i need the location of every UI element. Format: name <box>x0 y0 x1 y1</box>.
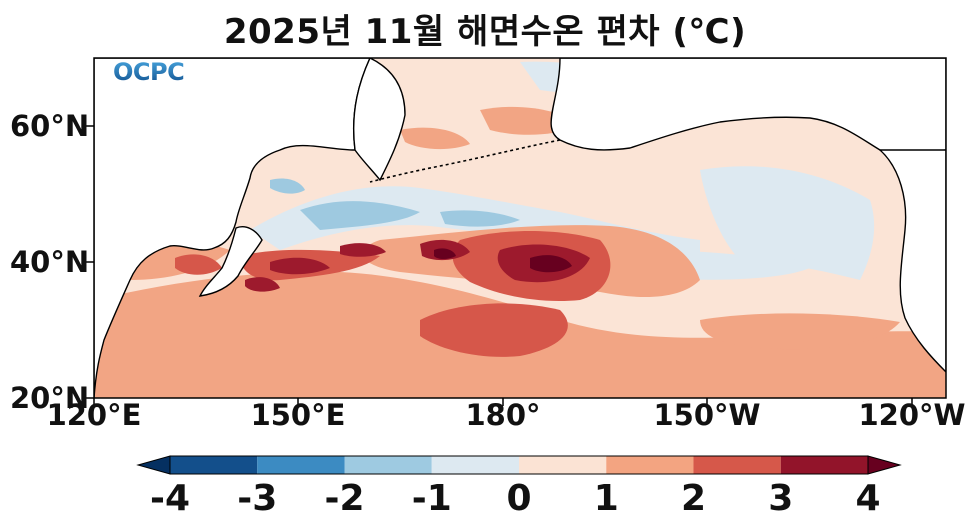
colorbar-tick-label: -4 <box>150 478 190 519</box>
colorbar-tick-label: 0 <box>506 478 532 519</box>
warm-anomaly-zone <box>400 127 470 150</box>
extreme-warm-zone <box>434 248 456 259</box>
cold-anomaly-zone <box>270 178 305 194</box>
japan-islands <box>198 226 263 297</box>
colorbar-frame <box>169 455 869 475</box>
map-frame <box>93 57 947 399</box>
colorbar-segment <box>431 456 519 474</box>
lat-label-20n: 20°N <box>10 381 90 415</box>
extreme-warm-zone <box>530 255 572 273</box>
lat-label-60n: 60°N <box>10 109 90 143</box>
strong-warm-zone <box>420 303 568 357</box>
strong-warm-zone <box>175 254 222 275</box>
colorbar-segment <box>606 456 694 474</box>
colorbar-segment <box>257 456 345 474</box>
colorbar-segment <box>344 456 432 474</box>
colorbar-segment <box>170 456 258 474</box>
lon-label-180: 180° <box>465 398 541 432</box>
lat-label-40n: 40°N <box>10 245 90 279</box>
map-title: 2025년 11월 해면수온 편차 (℃) <box>223 12 747 52</box>
colorbar-tick-label: -1 <box>411 478 452 519</box>
lon-label-120w: 120°W <box>858 398 966 432</box>
cool-anomaly-zone <box>700 166 875 280</box>
colorbar-tick-label: -3 <box>237 478 278 519</box>
lon-label-150e: 150°E <box>250 398 346 432</box>
colorbar-tick-label: 3 <box>768 478 794 519</box>
lon-label-150w: 150°W <box>653 398 761 432</box>
north-america-landmass <box>878 149 946 373</box>
colorbar-extend-low <box>136 455 171 475</box>
colorbar-tick-label: 2 <box>680 478 707 519</box>
colorbar-segment <box>519 456 607 474</box>
very-warm-zone <box>340 243 386 257</box>
colorbar-segment <box>780 456 868 474</box>
colorbar-extend-high <box>867 455 902 475</box>
very-warm-zone <box>245 277 280 292</box>
kamchatka-landmass <box>352 58 406 182</box>
ocpc-logo-graphic: OCPC <box>113 58 185 86</box>
colorbar-segment <box>693 456 781 474</box>
ocpc-logo: OCPC <box>113 58 195 92</box>
very-warm-zone <box>270 257 330 275</box>
aleutian-islands <box>369 139 561 183</box>
asia-landmass <box>94 58 371 398</box>
colorbar-tick-label: 1 <box>593 478 619 519</box>
colorbar-tick-label: -2 <box>324 478 365 519</box>
cold-anomaly-zone <box>440 210 520 227</box>
svg-text:OCPC: OCPC <box>113 58 184 86</box>
warm-anomaly-zone <box>700 313 900 350</box>
lon-label-120e: 120°E <box>46 398 142 432</box>
colorbar-tick-label: 4 <box>855 478 881 519</box>
cold-anomaly-zone <box>300 201 420 230</box>
